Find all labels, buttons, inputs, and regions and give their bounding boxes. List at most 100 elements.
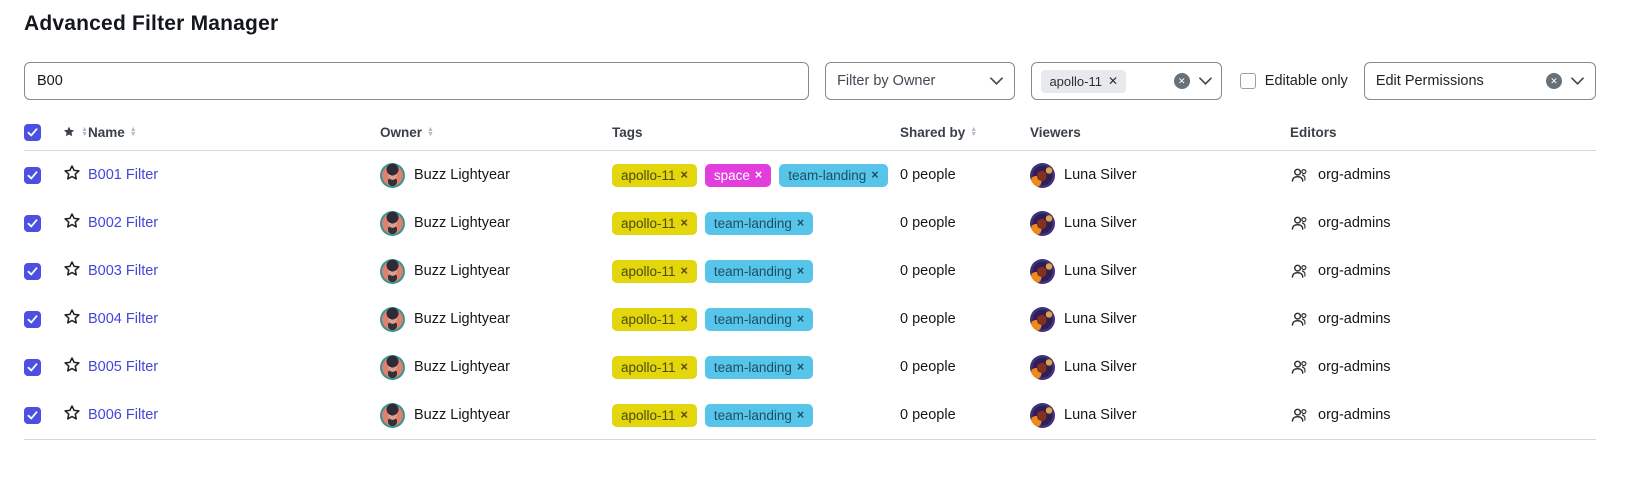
tag-list: apollo-11 × space × team-landing × xyxy=(612,163,900,187)
owner-avatar xyxy=(380,402,405,428)
remove-chip-icon[interactable]: ✕ xyxy=(1107,74,1119,88)
viewer-avatar xyxy=(1030,354,1055,380)
remove-tag-icon[interactable]: × xyxy=(680,168,688,182)
clear-tag-filter-icon[interactable]: ✕ xyxy=(1173,73,1190,89)
owner-filter-select[interactable]: Filter by Owner xyxy=(825,62,1016,100)
tag-chip[interactable]: team-landing × xyxy=(704,403,814,427)
sort-icon: ▲ ▼ xyxy=(970,126,978,138)
filter-name-link[interactable]: B004 Filter xyxy=(88,311,159,327)
filter-name-link[interactable]: B001 Filter xyxy=(88,167,159,183)
tag-chip[interactable]: apollo-11 × xyxy=(612,355,697,379)
star-toggle[interactable] xyxy=(62,403,82,423)
tag-chip[interactable]: apollo-11 × xyxy=(612,211,697,235)
tag-chip[interactable]: apollo-11 × xyxy=(612,259,697,283)
filter-name-link[interactable]: B005 Filter xyxy=(88,359,159,375)
table-row: B002 Filter Buzz Lightyear apollo-11 × tea… xyxy=(24,199,1596,247)
star-toggle[interactable] xyxy=(62,307,82,327)
tag-chip[interactable]: team-landing × xyxy=(704,307,814,331)
viewer-name: Luna Silver xyxy=(1064,263,1137,279)
tag-list: apollo-11 × team-landing × xyxy=(612,355,900,379)
filter-search-input[interactable] xyxy=(24,62,810,100)
filters-table: ▲ ▼ Name ▲ ▼ Owner ▲ ▼ Tags Shared by ▲ ▼ Vi… xyxy=(24,114,1596,440)
remove-tag-icon[interactable]: × xyxy=(680,216,688,230)
owner-avatar xyxy=(380,210,405,236)
column-header-tags: Tags xyxy=(612,124,643,140)
remove-tag-icon[interactable]: × xyxy=(754,168,763,182)
row-checkbox[interactable] xyxy=(24,214,41,232)
tag-chip[interactable]: space × xyxy=(704,163,772,187)
viewer-name: Luna Silver xyxy=(1064,167,1137,183)
editable-only-checkbox[interactable] xyxy=(1239,73,1256,89)
row-checkbox[interactable] xyxy=(24,358,41,376)
tag-list: apollo-11 × team-landing × xyxy=(612,307,900,331)
star-icon xyxy=(63,126,75,137)
clear-permissions-filter-icon[interactable]: ✕ xyxy=(1546,73,1563,89)
owner-name: Buzz Lightyear xyxy=(414,263,510,279)
tag-filter-chip[interactable]: apollo-11 ✕ xyxy=(1041,69,1127,93)
star-outline-icon xyxy=(64,165,80,180)
star-toggle[interactable] xyxy=(62,211,82,231)
tag-chip[interactable]: team-landing × xyxy=(704,355,814,379)
filter-name-link[interactable]: B003 Filter xyxy=(88,263,159,279)
remove-tag-icon[interactable]: × xyxy=(680,312,688,326)
tag-label: team-landing xyxy=(713,407,792,423)
permissions-filter-select[interactable]: Edit Permissions ✕ xyxy=(1363,62,1597,100)
owner-avatar xyxy=(380,306,405,332)
people-icon xyxy=(1291,264,1307,278)
star-toggle[interactable] xyxy=(62,163,82,183)
tag-chip[interactable]: apollo-11 × xyxy=(612,307,697,331)
row-checkbox[interactable] xyxy=(24,406,41,424)
remove-tag-icon[interactable]: × xyxy=(796,360,805,374)
column-header-owner[interactable]: Owner ▲ ▼ xyxy=(380,124,434,140)
viewer-avatar xyxy=(1030,402,1055,428)
select-all-checkbox[interactable] xyxy=(24,123,41,141)
table-body: B001 Filter Buzz Lightyear apollo-11 × spa… xyxy=(24,151,1596,440)
table-row: B003 Filter Buzz Lightyear apollo-11 × tea… xyxy=(24,247,1596,295)
people-icon xyxy=(1291,216,1307,230)
remove-tag-icon[interactable]: × xyxy=(871,168,879,182)
tag-chip[interactable]: team-landing × xyxy=(704,259,814,283)
remove-tag-icon[interactable]: × xyxy=(680,408,688,422)
filter-name-link[interactable]: B006 Filter xyxy=(88,407,159,423)
filter-name-link[interactable]: B002 Filter xyxy=(88,215,159,231)
tag-label: team-landing xyxy=(713,263,792,279)
row-checkbox[interactable] xyxy=(24,166,41,184)
column-header-name[interactable]: Name ▲ ▼ xyxy=(88,124,137,140)
tag-label: apollo-11 xyxy=(621,311,676,327)
remove-tag-icon[interactable]: × xyxy=(796,216,805,230)
remove-tag-icon[interactable]: × xyxy=(796,312,805,326)
editors-name: org-admins xyxy=(1318,311,1391,327)
sort-icon: ▲ ▼ xyxy=(129,126,137,138)
star-toggle[interactable] xyxy=(62,259,82,279)
tag-label: team-landing xyxy=(788,167,867,183)
owner-avatar xyxy=(380,354,405,380)
tag-chip[interactable]: apollo-11 × xyxy=(612,403,697,427)
star-outline-icon xyxy=(64,213,80,228)
page-title: Advanced Filter Manager xyxy=(24,12,279,35)
column-header-star[interactable]: ▲ ▼ xyxy=(62,123,88,141)
remove-tag-icon[interactable]: × xyxy=(796,408,805,422)
editable-only-toggle[interactable]: Editable only xyxy=(1239,73,1348,89)
row-checkbox[interactable] xyxy=(24,262,41,280)
row-checkbox[interactable] xyxy=(24,310,41,328)
tag-chip[interactable]: team-landing × xyxy=(704,211,814,235)
viewer-avatar xyxy=(1030,162,1055,188)
sort-icon: ▲ ▼ xyxy=(427,126,434,138)
tag-filter-chip-label: apollo-11 xyxy=(1049,73,1102,89)
editors-name: org-admins xyxy=(1318,215,1391,231)
remove-tag-icon[interactable]: × xyxy=(796,264,805,278)
owner-name: Buzz Lightyear xyxy=(414,407,510,423)
viewer-name: Luna Silver xyxy=(1064,407,1137,423)
chevron-down-icon xyxy=(990,77,1004,85)
people-icon xyxy=(1291,408,1307,422)
editors-name: org-admins xyxy=(1318,407,1391,423)
tag-chip[interactable]: team-landing × xyxy=(779,163,888,187)
sort-icon: ▲ ▼ xyxy=(81,126,88,138)
tag-filter-select[interactable]: apollo-11 ✕ ✕ xyxy=(1031,62,1222,100)
column-header-shared-by[interactable]: Shared by ▲ ▼ xyxy=(900,124,978,140)
star-toggle[interactable] xyxy=(62,355,82,375)
remove-tag-icon[interactable]: × xyxy=(680,264,688,278)
chevron-down-icon xyxy=(1198,77,1212,85)
tag-chip[interactable]: apollo-11 × xyxy=(612,163,697,187)
remove-tag-icon[interactable]: × xyxy=(680,360,688,374)
